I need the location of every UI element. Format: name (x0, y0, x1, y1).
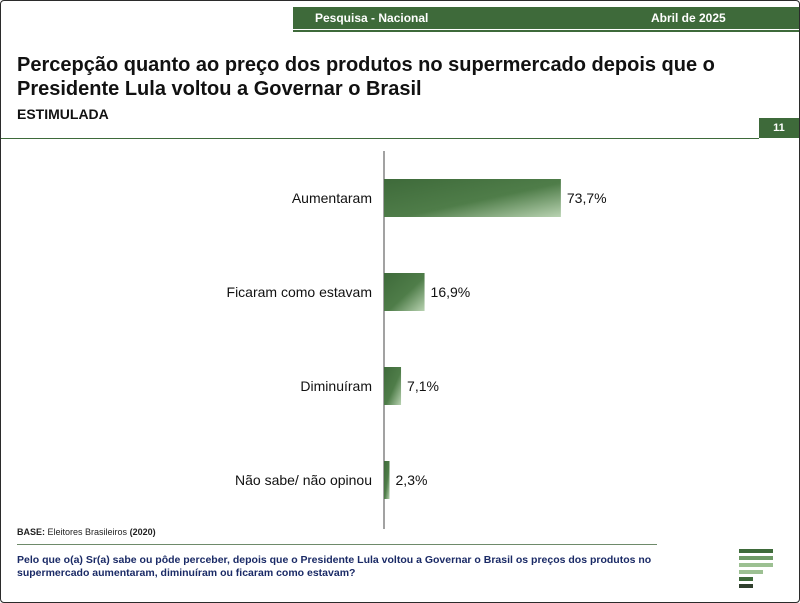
base-label: BASE: (17, 527, 46, 537)
page-number: 11 (759, 118, 799, 138)
bar-2 (384, 367, 402, 405)
bar-0 (384, 179, 561, 217)
brand-logo-icon (739, 549, 773, 591)
bar-3 (384, 461, 390, 499)
value-label: 2,3% (396, 472, 428, 488)
bar-chart: Aumentaram 73,7% Ficaram como estavam 16,9%… (227, 151, 607, 529)
title-divider (1, 138, 759, 139)
value-label: 16,9% (431, 284, 471, 300)
footer-divider (17, 544, 657, 545)
base-note: BASE: Eleitores Brasileiros (2020) (17, 527, 156, 537)
header-underline (293, 30, 799, 32)
value-label: 73,7% (567, 190, 607, 206)
category-label: Aumentaram (292, 190, 372, 206)
category-label: Diminuíram (300, 378, 372, 394)
page-subtitle: ESTIMULADA (17, 106, 109, 122)
value-label: 7,1% (407, 378, 439, 394)
date-label: Abril de 2025 (651, 11, 726, 25)
survey-label: Pesquisa - Nacional (315, 11, 429, 25)
bar-1 (384, 273, 425, 311)
page-title: Percepção quanto ao preço dos produtos n… (17, 54, 715, 100)
base-year: (2020) (129, 527, 156, 537)
category-label: Não sabe/ não opinou (235, 472, 372, 488)
category-label: Ficaram como estavam (227, 284, 372, 300)
survey-question: Pelo que o(a) Sr(a) sabe ou pôde percebe… (17, 554, 652, 579)
base-text: Eleitores Brasileiros (47, 527, 128, 537)
header-bar: Pesquisa - Nacional Abril de 2025 (293, 7, 799, 29)
